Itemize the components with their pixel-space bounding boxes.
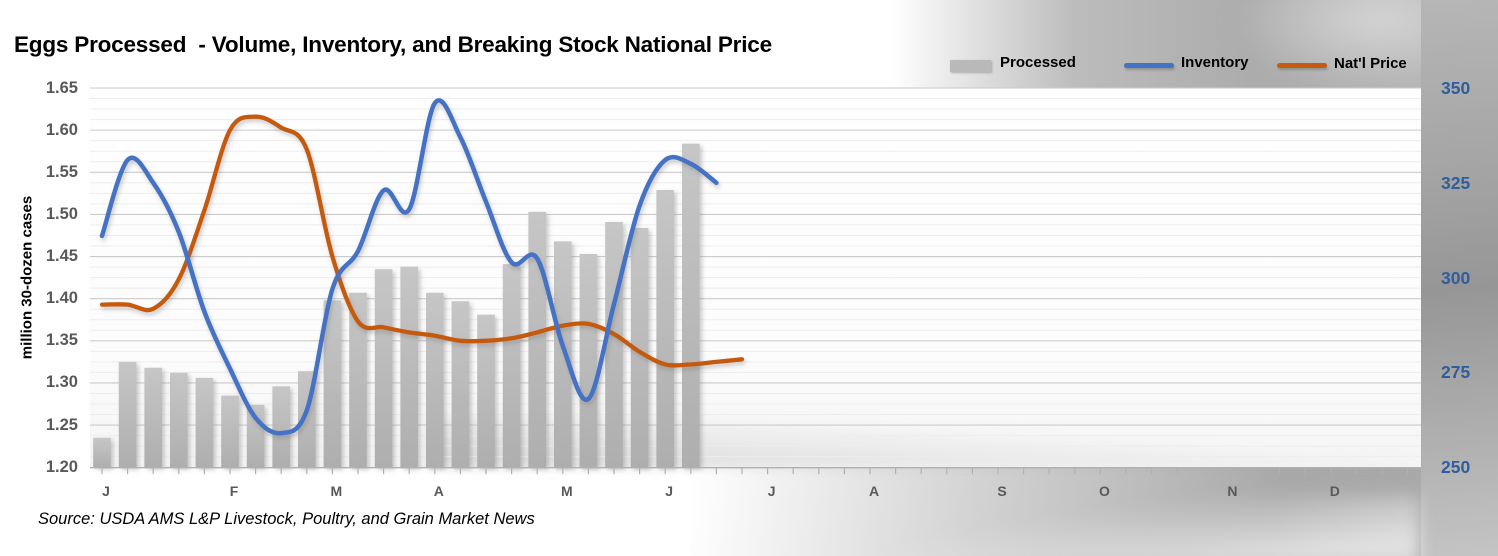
processed-bar bbox=[195, 377, 214, 468]
processed-bar bbox=[605, 221, 623, 468]
month-label: O bbox=[1098, 483, 1110, 499]
left-axis-tick: 1.50 bbox=[45, 204, 78, 223]
month-label: A bbox=[433, 483, 444, 499]
right-axis-tick: 325 bbox=[1441, 172, 1471, 193]
legend-inventory-line-swatch bbox=[1124, 63, 1174, 68]
processed-bar bbox=[682, 143, 700, 468]
processed-bar bbox=[528, 211, 546, 468]
left-axis-tick: 1.45 bbox=[45, 247, 78, 266]
processed-bar bbox=[477, 314, 495, 468]
processed-bar bbox=[502, 264, 521, 468]
left-axis-tick: 1.60 bbox=[45, 120, 78, 139]
left-axis-tick: 1.25 bbox=[45, 415, 78, 434]
processed-bar bbox=[554, 241, 572, 468]
chart-title: Eggs Processed - Volume, Inventory, and … bbox=[14, 32, 772, 57]
month-label: M bbox=[330, 483, 343, 499]
left-axis-tick: 1.65 bbox=[45, 78, 78, 97]
right-axis-tick: 300 bbox=[1441, 267, 1471, 288]
month-label: D bbox=[1329, 483, 1340, 499]
right-axis-tick: 275 bbox=[1441, 362, 1471, 383]
month-label: F bbox=[229, 483, 239, 499]
left-axis-title: million 30-dozen cases bbox=[18, 195, 36, 360]
legend-inventory-label: Inventory bbox=[1181, 54, 1249, 71]
month-label: A bbox=[868, 483, 880, 499]
legend-natl-price-line-swatch bbox=[1277, 63, 1327, 68]
processed-bar bbox=[426, 292, 444, 468]
processed-bars bbox=[93, 143, 700, 468]
legend-natl-price-label: Nat'l Price bbox=[1334, 55, 1407, 72]
processed-bar bbox=[144, 367, 162, 468]
left-axis-tick: 1.20 bbox=[45, 457, 78, 476]
month-label: M bbox=[560, 483, 573, 499]
processed-bar bbox=[118, 361, 137, 468]
left-axis-tick: 1.35 bbox=[45, 331, 78, 350]
right-axis-tick: 250 bbox=[1441, 457, 1471, 478]
processed-bar bbox=[451, 301, 470, 468]
left-axis-tick: 1.30 bbox=[45, 373, 78, 392]
processed-bar bbox=[656, 189, 674, 468]
month-label: J bbox=[102, 483, 110, 499]
processed-bar bbox=[221, 395, 239, 468]
legend-processed-label: Processed bbox=[1000, 54, 1076, 71]
month-label: J bbox=[767, 483, 776, 499]
x-axis-line-and-ticks bbox=[90, 467, 1421, 475]
processed-bar bbox=[170, 372, 188, 468]
legend-processed-swatch bbox=[950, 60, 991, 72]
processed-bar bbox=[579, 254, 598, 468]
processed-bar bbox=[93, 437, 111, 468]
processed-bar bbox=[272, 386, 290, 468]
processed-bar bbox=[400, 266, 418, 468]
left-axis-tick: 1.55 bbox=[45, 162, 78, 181]
processed-bar bbox=[374, 269, 393, 468]
month-label: N bbox=[1227, 483, 1238, 499]
month-label: S bbox=[997, 483, 1007, 499]
left-axis-tick: 1.40 bbox=[45, 289, 78, 308]
source-note: Source: USDA AMS L&P Livestock, Poultry,… bbox=[38, 510, 535, 528]
month-label: J bbox=[665, 483, 674, 499]
right-axis-tick: 350 bbox=[1441, 78, 1471, 98]
